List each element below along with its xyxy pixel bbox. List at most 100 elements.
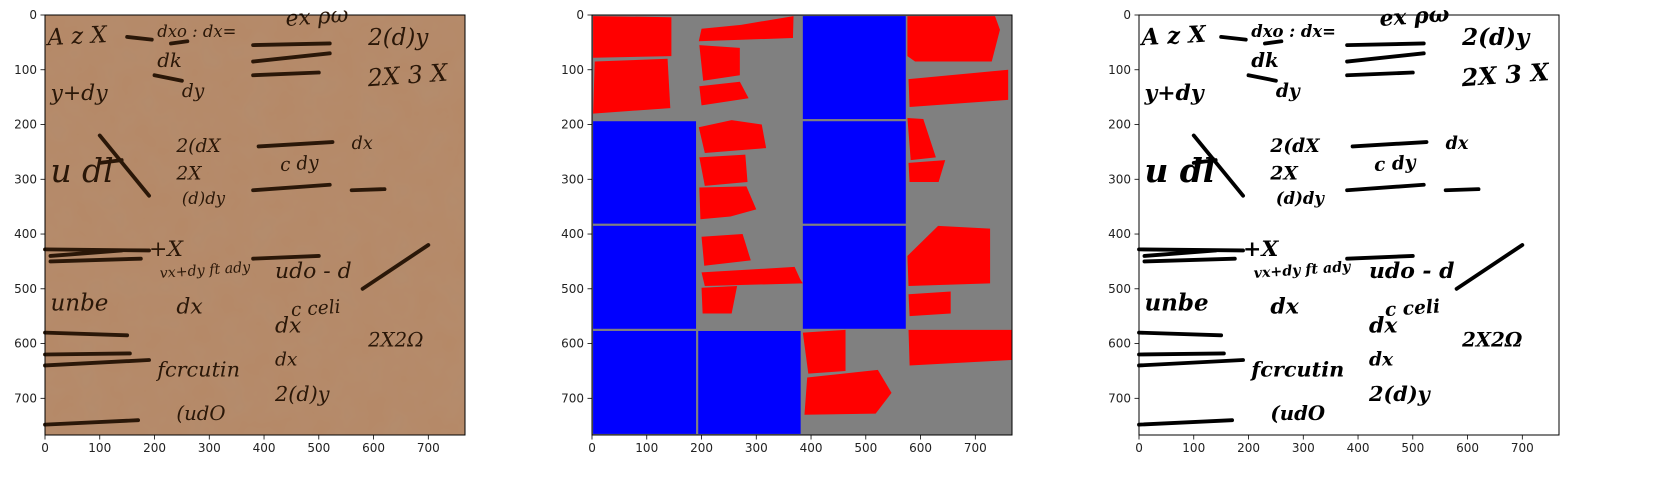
handwritten-fragment: dk bbox=[157, 49, 182, 72]
panel-border bbox=[591, 14, 1013, 436]
handwritten-fragment: +X bbox=[1243, 236, 1279, 262]
handwritten-fragment: y+dy bbox=[49, 81, 108, 106]
ink-stroke bbox=[97, 158, 124, 165]
ink-stroke bbox=[43, 418, 141, 427]
red-fragment bbox=[698, 16, 794, 42]
red-fragment bbox=[907, 117, 936, 161]
handwritten-fragment: 2(dX bbox=[175, 136, 221, 157]
y-tick-label: 300 bbox=[14, 172, 37, 186]
handwritten-fragment: 2(d)y bbox=[274, 382, 330, 406]
y-tick-label: 700 bbox=[561, 391, 584, 405]
handwritten-fragment: (udO bbox=[1270, 401, 1325, 425]
x-tick-label: 400 bbox=[800, 441, 823, 455]
blue-tile bbox=[802, 225, 906, 329]
y-tick-label: 200 bbox=[1108, 118, 1131, 132]
manuscript-axes: 0 100 200 300 400 500 600 700 0 100 200 300 400 500 60… bbox=[14, 8, 440, 455]
ink-stroke bbox=[1137, 330, 1224, 338]
handwritten-fragment: +X bbox=[149, 237, 184, 262]
y-tick-label: 200 bbox=[14, 118, 37, 132]
y-tick-label: 300 bbox=[561, 172, 584, 186]
red-fragment bbox=[701, 266, 803, 287]
handwritten-fragment: fcrcutin bbox=[1249, 356, 1344, 381]
ink-stroke bbox=[1345, 70, 1415, 78]
handwritten-fragment: dxo : dx= bbox=[1251, 22, 1336, 41]
handwritten-fragment: c celi bbox=[290, 297, 341, 321]
y-tick-label: 0 bbox=[576, 8, 584, 22]
ink-stroke bbox=[1219, 34, 1248, 42]
y-tick-label: 600 bbox=[1108, 337, 1131, 351]
ink-stroke bbox=[43, 330, 130, 338]
red-fragment bbox=[593, 16, 672, 58]
red-fragment bbox=[908, 329, 1012, 366]
ink-stroke bbox=[251, 51, 332, 64]
ink-stroke bbox=[1454, 243, 1525, 291]
handwritten-fragment: dxo : dx= bbox=[157, 22, 236, 41]
red-fragment bbox=[908, 291, 951, 317]
ink-stroke bbox=[251, 182, 332, 193]
ink-stroke bbox=[349, 187, 387, 193]
x-tick-label: 200 bbox=[1237, 441, 1260, 455]
handwritten-fragment: 2(d)y bbox=[367, 25, 429, 51]
y-tick-label: 100 bbox=[1108, 63, 1131, 77]
red-fragment bbox=[699, 81, 749, 106]
handwritten-fragment: ex ρω bbox=[285, 3, 350, 32]
mask-shapes bbox=[593, 16, 1012, 434]
handwritten-fragment: u dl bbox=[1144, 151, 1215, 190]
ink-stroke bbox=[251, 41, 332, 48]
y-tick-label: 500 bbox=[1108, 282, 1131, 296]
x-tick-label: 700 bbox=[417, 441, 440, 455]
ink-stroke bbox=[43, 247, 151, 253]
panel-border bbox=[44, 14, 466, 436]
y-tick-label: 400 bbox=[14, 227, 37, 241]
red-fragment bbox=[907, 16, 1000, 62]
x-tick-label: 400 bbox=[253, 441, 276, 455]
panel-border bbox=[1138, 14, 1560, 436]
y-tick-label: 400 bbox=[561, 227, 584, 241]
handwritten-fragment: fcrcutin bbox=[155, 357, 240, 381]
ink-stroke bbox=[1137, 351, 1226, 357]
handwritten-fragment: vx+dy ft ady bbox=[1253, 259, 1352, 282]
x-tick-label: 100 bbox=[635, 441, 658, 455]
red-fragment bbox=[698, 120, 767, 153]
red-fragment bbox=[701, 286, 738, 314]
ink-stroke bbox=[1137, 358, 1245, 368]
handwritten-fragment: 2(d)y bbox=[1461, 24, 1531, 51]
binarized-axes: 0 100 200 300 400 500 600 700 0 100 200 300 400 500 60… bbox=[1108, 8, 1534, 455]
handwritten-fragment: u dl bbox=[50, 152, 113, 190]
ink-stroke bbox=[1142, 256, 1237, 264]
handwritten-fragment: 2X 3 X bbox=[366, 59, 450, 93]
handwritten-fragment: 2(d)y bbox=[1368, 381, 1432, 406]
x-tick-label: 200 bbox=[143, 441, 166, 455]
ink-stroke bbox=[1137, 247, 1245, 253]
blue-tile bbox=[802, 16, 906, 120]
manuscript-ink: A z X dxo : dx= ex ρω 2(d)y dk y+dy dy 2X 3 X 2(… bbox=[43, 3, 450, 427]
blue-tile bbox=[802, 121, 906, 224]
handwritten-fragment: 2X bbox=[1269, 163, 1299, 184]
handwritten-fragment: c dy bbox=[1373, 152, 1417, 176]
handwritten-fragment: udo - d bbox=[275, 259, 352, 284]
ink-stroke bbox=[1246, 73, 1278, 83]
red-fragment bbox=[699, 186, 757, 220]
handwritten-fragment: 2X bbox=[175, 163, 202, 184]
ink-stroke bbox=[1345, 254, 1415, 261]
handwritten-fragment: y+dy bbox=[1143, 80, 1204, 106]
ink-stroke bbox=[43, 358, 151, 368]
handwritten-fragment: unbe bbox=[1144, 290, 1208, 317]
y-tick-label: 0 bbox=[1123, 8, 1131, 22]
y-tick-label: 500 bbox=[14, 282, 37, 296]
handwritten-fragment: (d)dy bbox=[1276, 189, 1325, 208]
handwritten-fragment: ex ρω bbox=[1379, 1, 1451, 32]
handwritten-fragment: dk bbox=[1251, 48, 1278, 72]
handwritten-fragment: dx bbox=[1369, 313, 1398, 339]
ink-stroke bbox=[1191, 158, 1218, 165]
red-fragment bbox=[701, 234, 751, 266]
y-tick-label: 0 bbox=[29, 8, 37, 22]
ink-stroke bbox=[251, 70, 321, 78]
x-tick-label: 0 bbox=[588, 441, 596, 455]
handwritten-fragment: udo - d bbox=[1369, 258, 1454, 284]
ink-stroke bbox=[125, 34, 154, 42]
x-tick-label: 500 bbox=[1401, 441, 1424, 455]
y-tick-label: 600 bbox=[14, 337, 37, 351]
ink-stroke bbox=[1263, 39, 1284, 46]
